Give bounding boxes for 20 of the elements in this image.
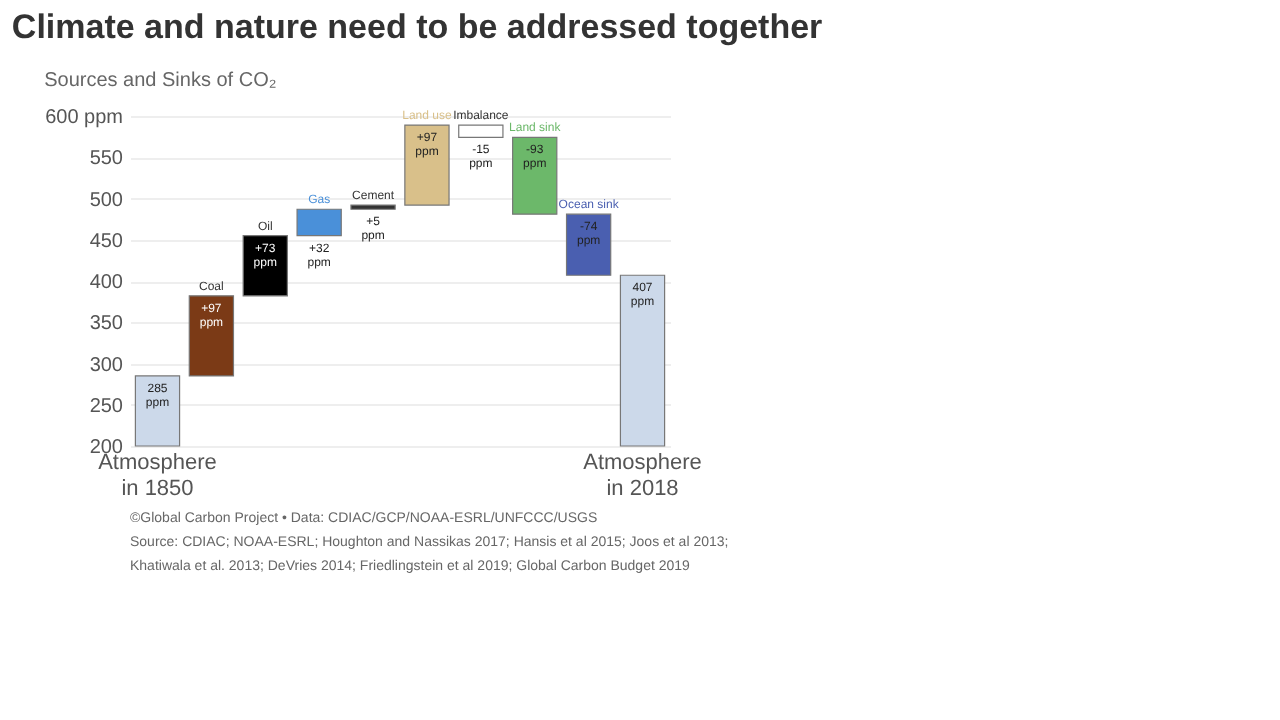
y-tick-label: 500	[89, 189, 124, 212]
chart-subtitle: Sources and Sinks of CO₂	[44, 70, 277, 92]
y-tick-label: 350	[89, 313, 124, 336]
y-tick-label: 550	[89, 148, 124, 171]
bar	[350, 204, 396, 210]
y-tick-label: 600 ppm	[45, 107, 123, 129]
chart-title: Climate and nature need to be addressed together	[11, 8, 824, 46]
x-tick-label: Atmosphere in 2018	[583, 451, 702, 501]
bar	[512, 136, 558, 215]
bar	[458, 124, 504, 139]
bar	[565, 213, 612, 276]
bar	[188, 295, 235, 377]
bar	[296, 208, 342, 237]
y-tick-label: 400	[89, 272, 124, 294]
bar	[404, 124, 450, 206]
x-tick-label: Atmosphere in 1850	[98, 451, 217, 501]
y-tick-label: 450	[89, 230, 124, 253]
y-tick-label: 250	[89, 395, 124, 418]
y-tick-label: 300	[89, 354, 124, 377]
bar	[242, 235, 288, 297]
